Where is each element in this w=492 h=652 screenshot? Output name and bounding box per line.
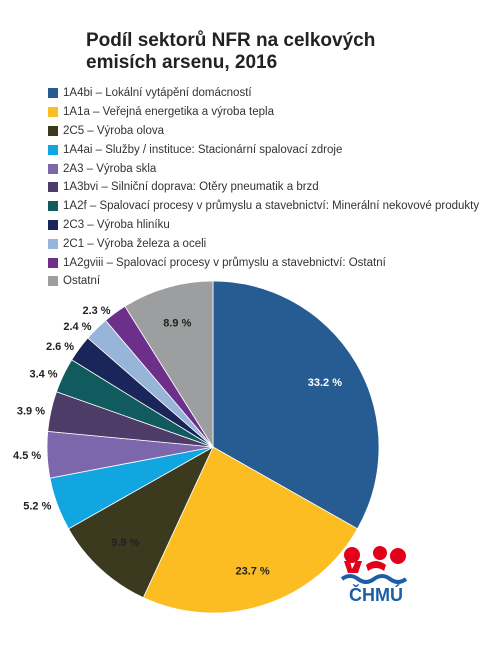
legend-label: 1A2gviii – Spalovací procesy v průmyslu … <box>63 256 386 269</box>
chmu-logo-icon <box>340 546 408 584</box>
legend-label: 1A4bi – Lokální vytápění domácností <box>63 87 252 100</box>
legend-swatch <box>48 144 58 155</box>
slice-value-label: 2.3 % <box>82 305 110 317</box>
legend-swatch <box>48 182 58 193</box>
pie-slice <box>68 446 214 599</box>
slice-value-label: 3.9 % <box>17 405 45 417</box>
legend-swatch <box>48 257 58 268</box>
slice-value-label: 5.2 % <box>23 501 51 513</box>
legend-swatch <box>48 219 58 230</box>
legend-swatch <box>48 238 58 249</box>
slice-value-label: 2.4 % <box>63 321 91 333</box>
legend-label: 2A3 – Výroba skla <box>63 162 157 175</box>
legend-label: 1A3bvi – Silniční doprava: Otěry pneumat… <box>63 181 319 194</box>
legend-label: 1A4ai – Služby / instituce: Stacionární … <box>63 143 343 156</box>
chart-legend: 1A4bi – Lokální vytápění domácností 1A1a … <box>48 84 479 291</box>
slice-value-label: 4.5 % <box>13 450 41 462</box>
slice-value-label: 9.9 % <box>111 537 139 549</box>
legend-item: 2C1 – Výroba železa a oceli <box>48 234 479 253</box>
legend-swatch <box>48 107 58 118</box>
legend-label: 2C1 – Výroba železa a oceli <box>63 237 207 250</box>
slice-value-label: 3.4 % <box>29 369 57 381</box>
slice-value-label: 33.2 % <box>308 377 342 389</box>
legend-item: Ostatní <box>48 272 479 291</box>
chart-title: Podíl sektorů NFR na celkových emisích a… <box>86 30 376 73</box>
pie-slice <box>124 280 214 449</box>
pie-slice <box>142 446 358 614</box>
legend-item: 1A3bvi – Silniční doprava: Otěry pneumat… <box>48 178 479 197</box>
slice-value-label: 23.7 % <box>235 565 269 577</box>
legend-label: Ostatní <box>63 275 101 288</box>
legend-item: 2A3 – Výroba skla <box>48 159 479 178</box>
legend-item: 2C5 – Výroba olova <box>48 122 479 141</box>
legend-swatch <box>48 88 58 99</box>
legend-swatch <box>48 163 58 174</box>
legend-item: 2C3 – Výroba hliníku <box>48 216 479 235</box>
legend-item: 1A1a – Veřejná energetika a výroba tepla <box>48 103 479 122</box>
legend-swatch <box>48 125 58 136</box>
chmu-logo-text: ČHMÚ <box>349 585 403 605</box>
legend-item: 1A2gviii – Spalovací procesy v průmyslu … <box>48 253 479 272</box>
legend-label: 1A2f – Spalovací procesy v průmyslu a st… <box>63 200 480 213</box>
legend-label: 2C3 – Výroba hliníku <box>63 218 170 231</box>
legend-swatch <box>48 276 58 287</box>
slice-value-label: 8.9 % <box>163 318 191 330</box>
chmu-logo: ČHMÚ <box>340 543 412 609</box>
pie-slice <box>212 280 380 530</box>
legend-item: 1A4ai – Služby / instituce: Stacionární … <box>48 140 479 159</box>
legend-label: 1A1a – Veřejná energetika a výroba tepla <box>63 106 274 119</box>
legend-swatch <box>48 201 58 212</box>
slice-value-label: 2.6 % <box>46 341 74 353</box>
legend-item: 1A4bi – Lokální vytápění domácností <box>48 84 479 103</box>
legend-label: 2C5 – Výroba olova <box>63 124 165 137</box>
legend-item: 1A2f – Spalovací procesy v průmyslu a st… <box>48 197 479 216</box>
